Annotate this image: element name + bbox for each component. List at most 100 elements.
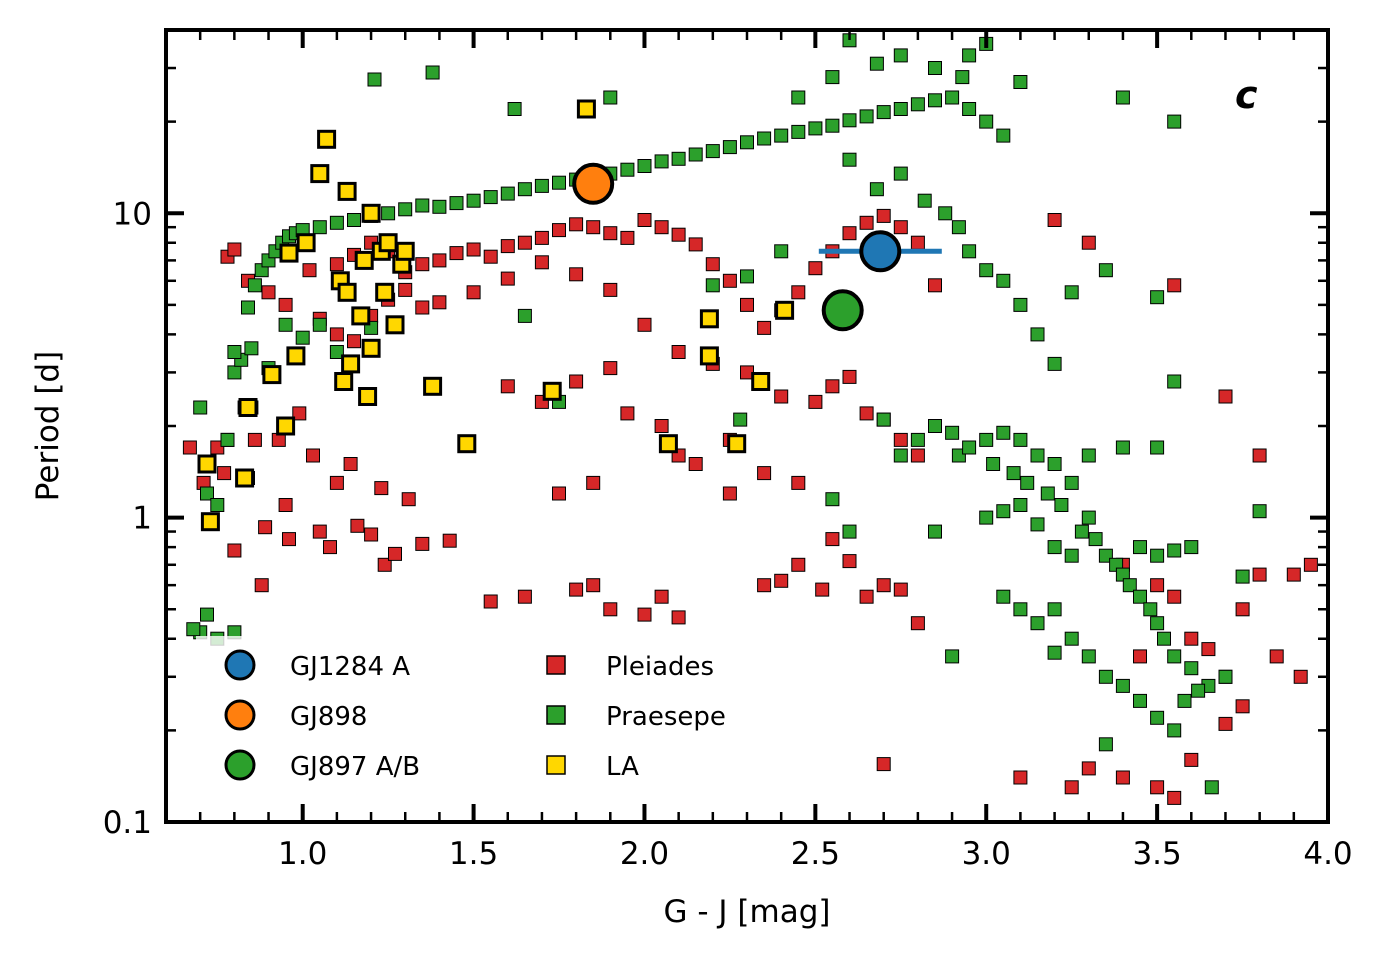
- point-pleiades: [825, 532, 840, 547]
- point-pleiades: [1167, 790, 1182, 805]
- point-la: [775, 300, 795, 320]
- point-praesepe: [1235, 569, 1250, 584]
- y-axis-label: Period [d]: [30, 351, 66, 501]
- point-la: [361, 338, 381, 358]
- point-pleiades: [517, 235, 532, 250]
- point-praesepe: [466, 193, 481, 208]
- point-praesepe: [347, 213, 361, 227]
- point-la: [337, 181, 357, 201]
- point-pleiades: [808, 261, 823, 276]
- legend-marker-gj898: [224, 699, 256, 731]
- point-pleiades: [603, 226, 618, 241]
- point-praesepe: [740, 269, 754, 284]
- point-praesepe: [1064, 475, 1079, 490]
- point-praesepe: [928, 524, 942, 539]
- point-pleiades: [910, 448, 925, 463]
- legend-label-gj898: GJ898: [290, 702, 367, 732]
- point-praesepe: [979, 114, 994, 129]
- point-pleiades: [1115, 770, 1130, 785]
- point-pleiades: [876, 208, 891, 223]
- point-praesepe: [1218, 669, 1233, 684]
- point-praesepe: [996, 504, 1011, 519]
- point-praesepe: [1184, 540, 1199, 555]
- point-pleiades: [1235, 602, 1250, 617]
- point-la: [358, 387, 378, 406]
- point-praesepe: [1167, 543, 1182, 558]
- y-tick-label: 0.1: [103, 805, 152, 841]
- point-praesepe: [705, 278, 720, 293]
- point-praesepe: [278, 317, 293, 332]
- point-praesepe: [996, 589, 1011, 604]
- point-gj897-a-b: [821, 289, 864, 332]
- point-la: [375, 282, 395, 302]
- point-la: [423, 376, 443, 396]
- point-pleiades: [1167, 278, 1182, 293]
- point-praesepe: [671, 151, 686, 166]
- point-praesepe: [193, 400, 208, 415]
- point-praesepe: [791, 90, 806, 105]
- point-pleiades: [671, 227, 686, 242]
- point-pleiades: [586, 475, 601, 490]
- point-pleiades: [842, 369, 857, 384]
- point-pleiades: [893, 432, 908, 447]
- x-tick-label: 1.5: [449, 836, 498, 872]
- point-praesepe: [955, 70, 970, 85]
- point-praesepe: [1115, 90, 1130, 105]
- point-pleiades: [757, 466, 772, 481]
- point-la: [200, 512, 220, 532]
- point-praesepe: [1157, 631, 1171, 646]
- point-praesepe: [227, 365, 242, 380]
- legend: GJ1284 A GJ898 GJ897 A/B Pleiades Praese…: [196, 636, 786, 792]
- point-pleiades: [637, 213, 652, 227]
- point-praesepe: [1177, 693, 1192, 708]
- point-pleiades: [261, 285, 276, 300]
- legend-label-gj897: GJ897 A/B: [290, 752, 420, 782]
- point-pleiades: [791, 557, 806, 572]
- legend-marker-gj897: [224, 749, 256, 781]
- point-praesepe: [244, 341, 259, 356]
- point-praesepe: [534, 178, 549, 193]
- point-pleiades: [1235, 699, 1250, 714]
- point-pleiades: [825, 379, 840, 394]
- point-praesepe: [1150, 440, 1165, 455]
- point-pleiades: [928, 278, 942, 293]
- point-la: [238, 398, 258, 417]
- point-praesepe: [398, 202, 413, 217]
- point-pleiades: [398, 282, 413, 297]
- point-praesepe: [1030, 448, 1045, 463]
- point-praesepe: [1047, 602, 1062, 617]
- point-pleiades: [1252, 567, 1267, 582]
- point-pleiades: [483, 594, 498, 609]
- point-praesepe: [1047, 540, 1062, 555]
- point-praesepe: [757, 131, 772, 146]
- point-pleiades: [347, 334, 361, 349]
- y-tick-label: 10: [113, 196, 152, 232]
- point-praesepe: [1191, 683, 1206, 698]
- point-praesepe: [1150, 290, 1165, 305]
- point-pleiades: [876, 578, 891, 593]
- point-pleiades: [1293, 669, 1308, 684]
- point-praesepe: [996, 425, 1011, 440]
- point-praesepe: [1133, 693, 1147, 708]
- point-praesepe: [1115, 678, 1130, 693]
- point-praesepe: [1064, 548, 1079, 563]
- point-la: [542, 381, 562, 401]
- point-pleiades: [893, 220, 908, 235]
- point-pleiades: [859, 589, 874, 604]
- point-praesepe: [842, 152, 857, 167]
- point-praesepe: [893, 166, 908, 181]
- point-praesepe: [825, 70, 840, 85]
- point-la: [354, 250, 374, 270]
- point-pleiades: [705, 257, 720, 272]
- point-pleiades: [415, 257, 430, 272]
- legend-label-pleiades: Pleiades: [606, 652, 714, 682]
- point-praesepe: [603, 90, 618, 105]
- point-praesepe: [1030, 616, 1045, 631]
- point-pleiades: [552, 486, 566, 501]
- y-tick-label: 1: [132, 501, 152, 537]
- point-pleiades: [1150, 780, 1165, 795]
- point-la: [576, 99, 596, 119]
- point-la: [235, 468, 255, 488]
- legend-label-la: LA: [606, 752, 639, 782]
- point-pleiades: [500, 271, 515, 286]
